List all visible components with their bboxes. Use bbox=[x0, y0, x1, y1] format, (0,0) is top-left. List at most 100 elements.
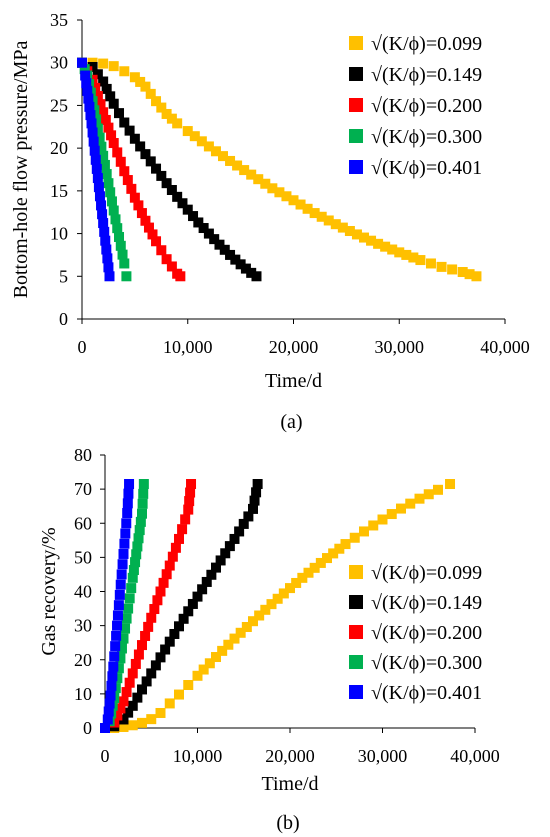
data-point bbox=[198, 223, 209, 234]
data-point bbox=[240, 263, 251, 274]
data-point bbox=[124, 677, 135, 688]
data-point bbox=[100, 723, 110, 733]
data-point bbox=[359, 526, 369, 537]
data-point bbox=[83, 93, 94, 104]
data-point bbox=[101, 83, 112, 94]
data-point bbox=[99, 159, 110, 170]
data-point bbox=[253, 174, 264, 185]
panel-b: 0 10 20 30 40 50 60 70 80 0 10,000 20,000 30,000 40,0… bbox=[38, 445, 500, 834]
data-point bbox=[161, 178, 172, 189]
data-point bbox=[126, 583, 137, 594]
data-point bbox=[136, 208, 147, 219]
legend-label: √(K/ϕ)=0.099 bbox=[371, 562, 482, 584]
data-point bbox=[252, 479, 263, 490]
data-point bbox=[386, 509, 397, 520]
data-point bbox=[97, 209, 108, 220]
y-tick-label: 80 bbox=[74, 445, 92, 465]
data-point bbox=[368, 520, 379, 531]
data-point bbox=[127, 572, 138, 583]
data-point bbox=[248, 503, 258, 514]
data-point bbox=[174, 621, 184, 632]
data-point bbox=[274, 187, 285, 198]
panel-a: 0 5 10 15 20 25 30 35 0 10,000 20,000 30,000 40,000 T… bbox=[10, 10, 530, 433]
data-point bbox=[239, 165, 250, 176]
data-point bbox=[115, 579, 126, 590]
data-point bbox=[92, 123, 103, 134]
data-point bbox=[285, 583, 295, 594]
x-tick-label: 30,000 bbox=[375, 337, 425, 357]
data-point bbox=[183, 606, 194, 617]
legend-marker bbox=[349, 129, 363, 143]
data-point bbox=[94, 132, 105, 143]
x-tick-label: 10,000 bbox=[163, 337, 213, 357]
data-point bbox=[196, 136, 207, 147]
data-point bbox=[302, 203, 313, 214]
data-point bbox=[433, 484, 443, 495]
data-point bbox=[186, 479, 197, 490]
data-point bbox=[90, 154, 101, 165]
data-point bbox=[135, 516, 146, 527]
data-point bbox=[138, 479, 149, 490]
data-point bbox=[198, 664, 209, 675]
data-point bbox=[366, 235, 377, 246]
data-point bbox=[415, 255, 426, 266]
data-point bbox=[103, 262, 114, 273]
data-point bbox=[288, 195, 299, 206]
y-tick-label: 0 bbox=[59, 309, 68, 329]
data-point bbox=[248, 616, 258, 627]
data-point bbox=[135, 141, 146, 152]
data-point bbox=[232, 160, 243, 171]
data-point bbox=[114, 589, 125, 600]
data-point bbox=[119, 166, 130, 177]
data-point bbox=[118, 696, 129, 707]
data-point bbox=[118, 548, 129, 559]
legend-label: √(K/ϕ)=0.200 bbox=[371, 622, 482, 644]
data-point bbox=[408, 252, 419, 263]
data-point bbox=[121, 271, 132, 282]
data-point bbox=[189, 131, 200, 142]
data-point bbox=[401, 249, 412, 260]
data-point bbox=[155, 707, 166, 718]
data-point bbox=[112, 610, 123, 621]
data-point bbox=[127, 700, 138, 711]
x-tick-label: 0 bbox=[101, 746, 110, 766]
data-point bbox=[151, 236, 162, 247]
data-point bbox=[106, 196, 117, 207]
data-point bbox=[146, 668, 157, 679]
data-point bbox=[109, 651, 120, 662]
data-point bbox=[151, 96, 162, 107]
data-point bbox=[166, 261, 177, 272]
x-axis-title: Time/d bbox=[261, 773, 318, 795]
data-point bbox=[116, 569, 127, 580]
data-point bbox=[121, 613, 132, 624]
legend: √(K/ϕ)=0.099 √(K/ϕ)=0.149 √(K/ϕ)=0.200 √(K/… bbox=[349, 33, 482, 179]
data-point bbox=[130, 658, 141, 669]
data-point bbox=[183, 504, 194, 515]
data-point bbox=[113, 663, 124, 674]
data-point bbox=[219, 244, 230, 255]
data-point bbox=[114, 108, 125, 119]
legend-marker bbox=[349, 565, 363, 579]
data-point bbox=[127, 720, 138, 731]
data-point bbox=[82, 85, 93, 96]
data-point bbox=[88, 136, 99, 147]
data-point bbox=[471, 271, 482, 282]
data-point bbox=[156, 102, 167, 113]
data-point bbox=[234, 526, 245, 537]
series-0 bbox=[77, 57, 482, 282]
data-point bbox=[209, 234, 220, 245]
data-point bbox=[86, 118, 97, 129]
data-point bbox=[119, 538, 130, 549]
data-point bbox=[115, 240, 126, 251]
data-point bbox=[79, 64, 90, 75]
data-point bbox=[143, 222, 154, 233]
data-point bbox=[135, 76, 146, 87]
x-tick-label: 40,000 bbox=[480, 337, 530, 357]
data-point bbox=[112, 620, 123, 631]
data-point bbox=[103, 178, 114, 189]
data-point bbox=[118, 633, 129, 644]
data-point bbox=[150, 660, 161, 671]
data-point bbox=[254, 610, 265, 621]
data-point bbox=[138, 488, 149, 499]
data-point bbox=[94, 191, 105, 202]
